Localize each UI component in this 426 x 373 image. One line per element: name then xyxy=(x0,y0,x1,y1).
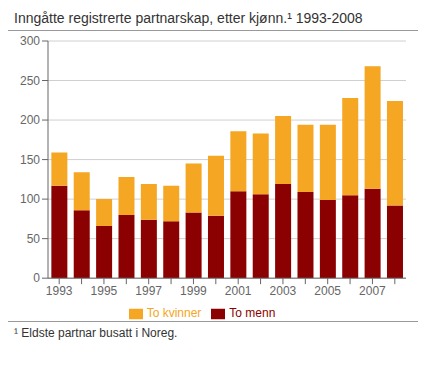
svg-text:50: 50 xyxy=(27,232,41,246)
svg-text:300: 300 xyxy=(20,34,40,48)
svg-text:1993: 1993 xyxy=(46,284,73,298)
html-text:Inngåtte registrerte partnarsk: Inngåtte registrerte partnarskap, etter … xyxy=(14,10,363,26)
svg-text:1999: 1999 xyxy=(180,284,207,298)
svg-text:200: 200 xyxy=(20,113,40,127)
svg-text:1995: 1995 xyxy=(91,284,118,298)
html-text:To menn: To menn xyxy=(229,306,276,321)
svg-text:250: 250 xyxy=(20,74,40,88)
svg-text:2007: 2007 xyxy=(359,284,386,298)
svg-text:1997: 1997 xyxy=(135,284,162,298)
svg-text:100: 100 xyxy=(20,192,40,206)
svg-text:2005: 2005 xyxy=(314,284,341,298)
html-text:To kvinner: To kvinner xyxy=(146,306,202,321)
svg-text:2003: 2003 xyxy=(270,284,297,298)
svg-text:2001: 2001 xyxy=(225,284,252,298)
svg-text:0: 0 xyxy=(33,271,40,285)
svg-text:150: 150 xyxy=(20,153,40,167)
html-text:¹ Eldste partnar busatt i Nore: ¹ Eldste partnar busatt i Noreg. xyxy=(14,326,178,340)
